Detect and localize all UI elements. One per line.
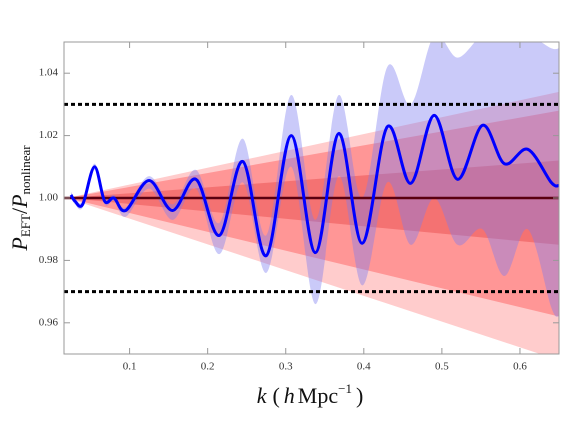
blue-band (71, 42, 559, 317)
y-axis-label: PEFT/Pnonlinear (7, 145, 33, 252)
x-label-part: ( (272, 383, 279, 408)
y-tick-label: 0.96 (39, 316, 59, 328)
x-label-part: ) (356, 383, 363, 408)
x-label-part: −1 (338, 381, 352, 396)
y-label-part: EFT (18, 214, 33, 237)
plot-area (64, 42, 559, 354)
x-axis-label: k(h Mpc−1) (257, 381, 364, 408)
x-tick-label: 0.1 (123, 361, 137, 373)
x-tick-label: 0.2 (201, 361, 215, 373)
error-fan (67, 160, 559, 245)
y-tick-label: 1.02 (39, 129, 58, 141)
y-tick-label: 0.98 (39, 254, 59, 266)
data-line (69, 113, 559, 258)
error-fan (67, 91, 559, 354)
y-label-part: P (7, 194, 32, 208)
error-fan (67, 110, 559, 317)
x-tick-label: 0.5 (435, 361, 449, 373)
x-label-part: k (257, 383, 268, 408)
y-tick-label: 1.04 (39, 67, 59, 79)
x-tick-label: 0.3 (279, 361, 293, 373)
y-label-part: P (7, 237, 32, 251)
x-tick-label: 0.6 (513, 361, 527, 373)
x-label-part: Mpc (298, 383, 339, 408)
x-tick-label: 0.4 (357, 361, 371, 373)
y-label-part: / (7, 207, 32, 214)
y-label-part: nonlinear (18, 145, 33, 195)
x-label-part: h (284, 383, 295, 408)
y-tick-label: 1.00 (39, 192, 59, 204)
